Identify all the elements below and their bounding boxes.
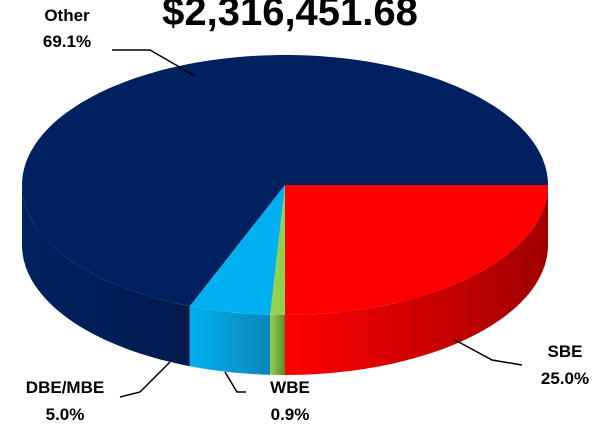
chart-title: $2,316,451.68 — [162, 0, 418, 34]
leader-line — [454, 339, 523, 366]
leader-line — [224, 371, 246, 393]
slice — [189, 185, 285, 315]
slice-label: DBE/MBE — [26, 378, 104, 397]
slice-label: SBE — [548, 342, 583, 361]
slice-side — [189, 306, 271, 375]
slice-side — [270, 314, 285, 375]
slice-side — [285, 185, 548, 375]
leader-line — [119, 361, 171, 398]
slice-label: WBE — [270, 378, 310, 397]
slice-value: 0.9% — [271, 405, 310, 424]
slice — [285, 185, 548, 315]
slice-label: Other — [44, 6, 90, 25]
slice-value: 69.1% — [43, 32, 91, 51]
slice-side — [22, 185, 190, 367]
slice — [22, 55, 548, 307]
slice-value: 25.0% — [541, 369, 589, 388]
leader-line — [112, 49, 196, 77]
slice — [270, 185, 285, 315]
slice-value: 5.0% — [46, 405, 85, 424]
